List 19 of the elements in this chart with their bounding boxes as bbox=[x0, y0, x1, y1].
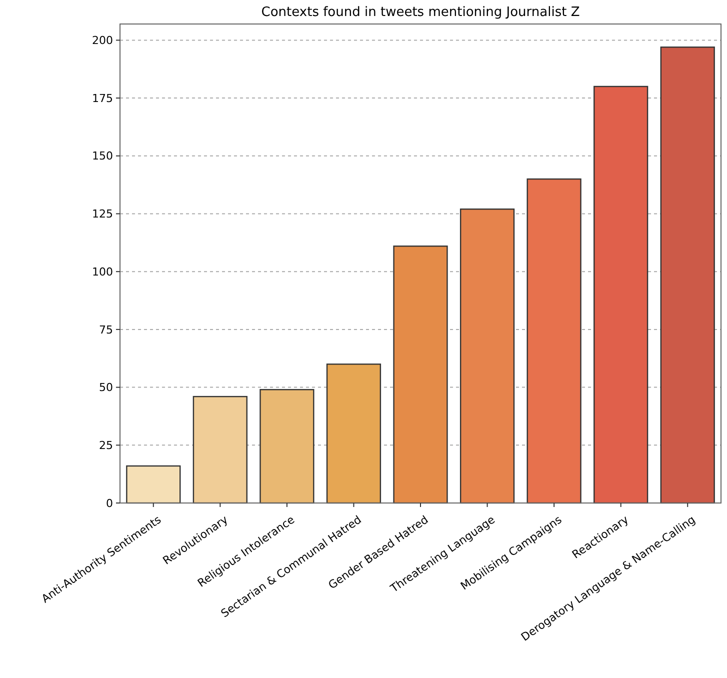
chart-title: Contexts found in tweets mentioning Journalist Z bbox=[261, 5, 580, 20]
y-tick-label: 200 bbox=[92, 34, 113, 48]
y-tick-label: 25 bbox=[99, 439, 113, 452]
y-tick-label: 75 bbox=[99, 323, 113, 336]
bar bbox=[526, 178, 582, 504]
y-tick-label: 50 bbox=[99, 381, 113, 394]
y-tick-label: 150 bbox=[92, 150, 113, 163]
bar bbox=[126, 465, 181, 504]
bar bbox=[594, 86, 648, 504]
bar bbox=[260, 389, 314, 504]
y-tick-label: 100 bbox=[92, 265, 113, 278]
bar bbox=[393, 246, 448, 504]
bar bbox=[192, 396, 248, 504]
y-tick-label: 175 bbox=[92, 92, 113, 105]
bar bbox=[326, 364, 382, 504]
bar bbox=[460, 208, 515, 504]
y-tick-label: 0 bbox=[106, 496, 113, 510]
y-tick-label: 125 bbox=[92, 208, 113, 221]
bar bbox=[660, 46, 715, 504]
